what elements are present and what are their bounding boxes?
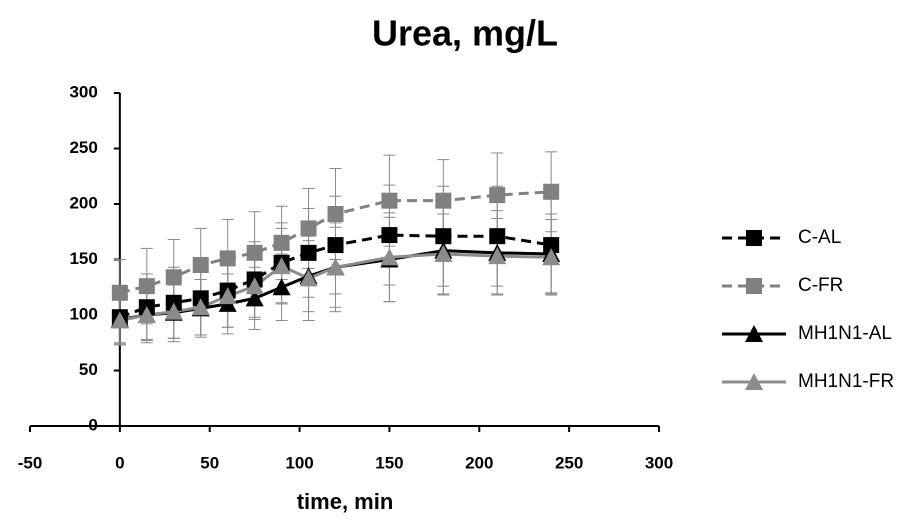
data-point [326, 258, 345, 276]
chart-title: Urea, mg/L [372, 13, 558, 54]
data-point [488, 247, 507, 265]
legend-label: C-AL [798, 227, 841, 248]
data-point [137, 306, 156, 323]
x-tick-label: 0 [115, 453, 124, 472]
data-point [272, 257, 291, 275]
legend-marker [746, 278, 762, 294]
x-tick-label: 250 [555, 453, 583, 472]
data-point [542, 248, 561, 266]
data-point [434, 244, 453, 262]
data-point [381, 227, 398, 244]
data-point [164, 302, 183, 320]
data-point [543, 183, 560, 200]
data-point [192, 257, 209, 274]
data-point [380, 248, 399, 266]
data-point [246, 244, 263, 261]
data-point [245, 289, 264, 307]
legend-label: MH1N1-FR [798, 371, 894, 392]
x-tick-label: 200 [465, 453, 493, 472]
y-tick-label: 150 [69, 249, 97, 268]
legend-marker [745, 325, 763, 342]
y-tick-label: 50 [79, 360, 98, 379]
data-point [327, 205, 344, 222]
legend-marker [746, 230, 762, 246]
data-point [327, 237, 344, 254]
data-point [272, 278, 291, 296]
legend-label: MH1N1-AL [798, 323, 892, 344]
legend-marker [745, 373, 763, 390]
y-tick-label: 250 [69, 138, 97, 157]
x-tick-label: 50 [200, 453, 219, 472]
x-tick-label: -50 [18, 453, 43, 472]
data-point [435, 192, 452, 209]
data-point [218, 287, 237, 305]
data-point [273, 234, 290, 251]
data-point [138, 278, 155, 295]
x-tick-label: 100 [285, 453, 313, 472]
data-point [300, 244, 317, 261]
data-point [489, 228, 506, 245]
data-point [111, 284, 128, 301]
y-tick-label: 200 [69, 193, 97, 212]
legend-label: C-FR [798, 275, 843, 296]
y-tick-label: 0 [88, 415, 97, 434]
data-point [300, 220, 317, 237]
data-point [435, 228, 452, 245]
data-point [191, 298, 210, 316]
x-tick-label: 300 [645, 453, 673, 472]
data-point [165, 269, 182, 286]
y-tick-label: 300 [69, 82, 97, 101]
data-point [381, 192, 398, 209]
x-axis-title: time, min [297, 489, 394, 514]
x-tick-label: 150 [375, 453, 403, 472]
data-point [489, 187, 506, 204]
data-point [219, 250, 236, 267]
data-point [299, 269, 318, 287]
y-tick-label: 100 [69, 304, 97, 323]
data-point [245, 277, 264, 295]
data-point [110, 311, 129, 329]
